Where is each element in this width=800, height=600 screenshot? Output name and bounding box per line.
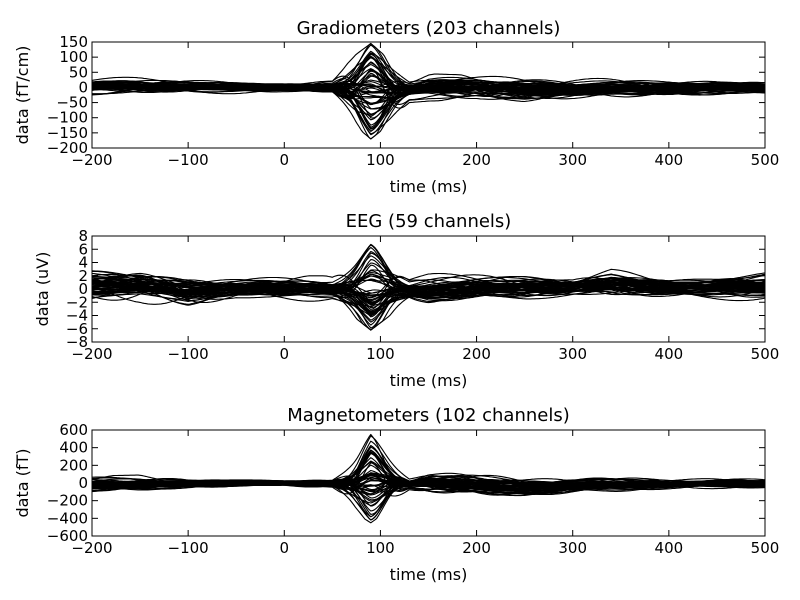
x-tick-label: 300 <box>558 539 587 557</box>
gradiometers-traces <box>92 42 765 140</box>
y-tick-label: 400 <box>59 439 88 457</box>
eeg-channel-trace <box>92 279 765 304</box>
y-tick-label: 50 <box>69 63 88 81</box>
gradiometers-x-axis-label: time (ms) <box>390 177 468 196</box>
y-tick-label: −6 <box>66 320 88 338</box>
x-tick-label: −200 <box>71 345 112 363</box>
y-tick-label: 0 <box>78 78 88 96</box>
gradiometers-channel-trace <box>92 81 765 132</box>
magnetometers-channel-trace <box>92 472 765 489</box>
y-tick-label: 100 <box>59 48 88 66</box>
x-tick-label: 500 <box>751 151 780 169</box>
y-tick-label: 200 <box>59 456 88 474</box>
y-tick-label: −100 <box>47 109 88 127</box>
x-tick-label: 200 <box>462 345 491 363</box>
magnetometers-traces <box>92 433 765 524</box>
eeg-panel: −200 −100 0 100 200 300 400 500−8−6−4−202468EEG… <box>33 211 779 390</box>
x-tick-label: 300 <box>558 151 587 169</box>
magnetometers-channel-trace <box>92 446 765 487</box>
eeg-title: EEG (59 channels) <box>346 211 512 232</box>
x-tick-label: 100 <box>366 151 395 169</box>
y-tick-label: 2 <box>78 267 88 285</box>
eeg-channel-trace <box>92 268 765 317</box>
x-tick-label: 400 <box>655 539 684 557</box>
y-tick-label: −50 <box>56 94 88 112</box>
x-tick-label: 200 <box>462 539 491 557</box>
eeg-channel-trace <box>92 280 765 311</box>
eeg-y-axis-label: data (uV) <box>33 252 52 327</box>
y-tick-label: −4 <box>66 307 88 325</box>
y-tick-label: 0 <box>78 280 88 298</box>
magnetometers-y-axis-label: data (fT) <box>13 448 32 517</box>
x-tick-label: 0 <box>280 345 290 363</box>
eeg-channel-trace <box>92 272 765 297</box>
y-tick-label: 4 <box>78 254 88 272</box>
y-tick-label: 8 <box>78 227 88 245</box>
x-tick-label: 500 <box>751 539 780 557</box>
y-tick-label: 0 <box>78 474 88 492</box>
gradiometers-y-axis-label: data (fT/cm) <box>13 46 32 145</box>
eeg-channel-trace <box>92 246 765 304</box>
x-tick-label: −100 <box>168 539 209 557</box>
x-tick-label: 100 <box>366 345 395 363</box>
y-tick-label: −2 <box>66 293 88 311</box>
x-tick-label: 200 <box>462 151 491 169</box>
y-tick-label: −600 <box>47 527 88 545</box>
eeg-channel-trace <box>92 270 765 299</box>
y-tick-label: 6 <box>78 240 88 258</box>
eeg-channel-trace <box>92 275 765 308</box>
x-tick-label: −100 <box>168 345 209 363</box>
x-tick-label: 0 <box>280 151 290 169</box>
y-tick-label: −150 <box>47 124 88 142</box>
y-tick-label: 150 <box>59 33 88 51</box>
eeg-traces <box>92 243 765 331</box>
gradiometers-channel-trace <box>92 80 765 115</box>
magnetometers-title: Magnetometers (102 channels) <box>287 405 570 426</box>
x-tick-label: 500 <box>751 345 780 363</box>
x-tick-label: 400 <box>655 345 684 363</box>
y-tick-label: −200 <box>47 492 88 510</box>
magnetometers-channel-trace <box>92 452 765 492</box>
x-tick-label: −200 <box>71 151 112 169</box>
eeg-x-axis-label: time (ms) <box>390 371 468 390</box>
x-tick-label: −200 <box>71 539 112 557</box>
gradiometers-axes-frame <box>91 41 766 149</box>
x-tick-label: 400 <box>655 151 684 169</box>
x-tick-label: −100 <box>168 151 209 169</box>
y-tick-label: −200 <box>47 139 88 157</box>
eeg-channel-trace <box>92 276 765 305</box>
y-tick-label: 600 <box>59 421 88 439</box>
eeg-channel-trace <box>92 262 765 302</box>
magnetometers-x-axis-label: time (ms) <box>390 565 468 584</box>
y-tick-label: −400 <box>47 509 88 527</box>
gradiometers-channel-trace <box>92 68 765 95</box>
magnetometers-channel-trace <box>92 480 765 493</box>
gradiometers-title: Gradiometers (203 channels) <box>297 18 561 39</box>
magnetometers-panel: −200 −100 0 100 200 300 400 500−600−400−2000200… <box>13 405 779 584</box>
x-tick-label: 0 <box>280 539 290 557</box>
x-tick-label: 300 <box>558 345 587 363</box>
x-tick-label: 100 <box>366 539 395 557</box>
gradiometers-panel: −200 −100 0 100 200 300 400 500−200−150−100−500… <box>13 18 779 196</box>
y-tick-label: −8 <box>66 333 88 351</box>
